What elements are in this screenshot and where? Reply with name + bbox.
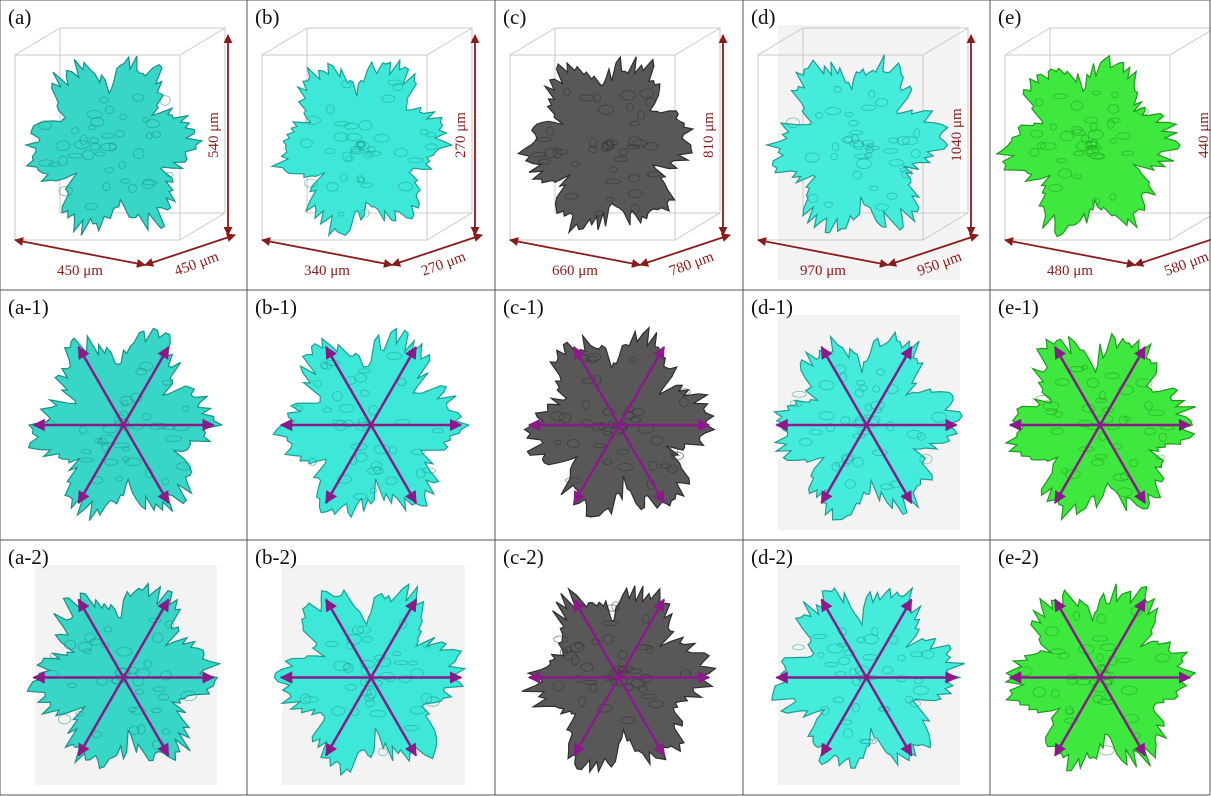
panel-label: (b) — [255, 5, 280, 29]
panel-label: (d-2) — [751, 545, 793, 569]
panel-label: (a) — [8, 5, 31, 29]
dimension-arrow — [15, 240, 145, 265]
panel-label: (c-1) — [503, 295, 544, 319]
dendrite — [26, 56, 202, 236]
panel-label: (d) — [751, 5, 776, 29]
dimension-label: 480 μm — [1047, 263, 1093, 279]
dimension-arrow — [510, 240, 640, 265]
dimension-label: 810 μm — [701, 112, 717, 158]
dimension-label: 1040 μm — [949, 108, 965, 162]
figure: 540 μm450 μm450 μm(a)270 μm340 μm270 μm(… — [0, 0, 1211, 796]
panel-label: (c) — [503, 5, 526, 29]
panel-label: (c-2) — [503, 545, 544, 569]
panel-label: (b-2) — [255, 545, 297, 569]
dimension-label: 340 μm — [304, 263, 350, 279]
dimension-label: 660 μm — [552, 263, 598, 279]
panel-label: (b-1) — [255, 295, 297, 319]
dimension-label: 440 μm — [1196, 112, 1211, 158]
dimension-label: 970 μm — [800, 263, 846, 279]
panel-label: (a-2) — [8, 545, 49, 569]
panel-label: (e) — [998, 5, 1021, 29]
panel-label: (e-2) — [998, 545, 1039, 569]
panel-label: (e-1) — [998, 295, 1039, 319]
dendrite — [518, 57, 693, 233]
dendrite-texture — [160, 96, 170, 106]
dimension-arrow — [1005, 240, 1135, 265]
dendrite-texture — [1099, 746, 1114, 756]
panel-label: (d-1) — [751, 295, 793, 319]
dimension-label: 450 μm — [57, 263, 103, 279]
dimension-arrow — [262, 240, 392, 265]
dimension-label: 540 μm — [206, 112, 222, 158]
dimension-label: 270 μm — [453, 112, 469, 158]
panel-label: (a-1) — [8, 295, 49, 319]
